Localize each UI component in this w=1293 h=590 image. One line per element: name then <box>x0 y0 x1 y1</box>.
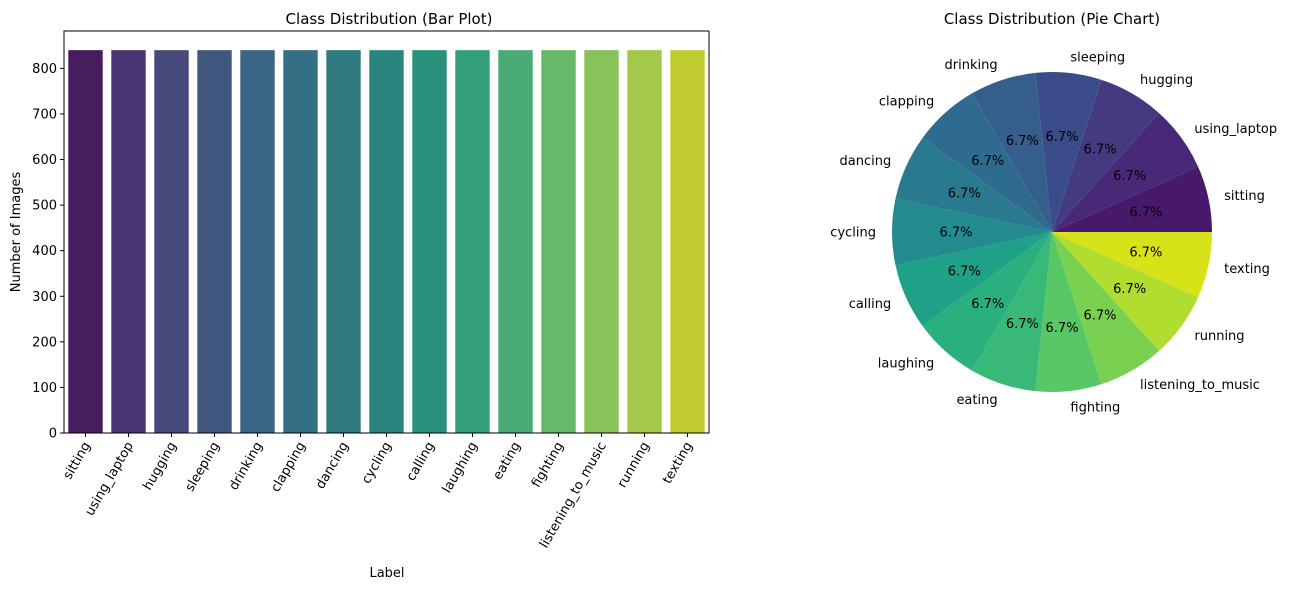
bar-laughing <box>455 50 490 434</box>
pie-slice-listening_to_music <box>1052 232 1160 385</box>
bar-hugging <box>154 50 189 434</box>
bar-marks <box>68 50 705 434</box>
pie-percent-label: 6.7% <box>1129 245 1162 260</box>
pie-category-label: hugging <box>1140 73 1193 88</box>
pie-category-label: dancing <box>839 154 891 169</box>
x-tick-label: cycling <box>359 440 395 487</box>
bar-chart-title: Class Distribution (Bar Plot) <box>286 10 493 28</box>
pie-percent-label: 6.7% <box>1083 142 1116 157</box>
pie-category-label: running <box>1194 329 1244 344</box>
x-tick-label: laughing <box>440 440 481 496</box>
x-tick-label: sleeping <box>183 440 223 495</box>
bar-texting <box>670 50 705 434</box>
pie-percent-labels: 6.7%6.7%6.7%6.7%6.7%6.7%6.7%6.7%6.7%6.7%… <box>939 130 1162 336</box>
x-tick-label: hugging <box>140 440 180 493</box>
bar-cycling <box>369 50 404 434</box>
bar-calling <box>412 50 447 434</box>
bar-chart: Class Distribution (Bar Plot) 0 100 200 300… <box>9 10 710 581</box>
pie-slice-calling <box>895 232 1052 327</box>
x-axis-label: Label <box>369 566 404 581</box>
y-tick-label: 400 <box>32 244 57 259</box>
pie-category-label: cycling <box>830 226 876 241</box>
y-axis-ticks: 0 100 200 300 400 500 600 700 800 <box>32 62 64 442</box>
pie-slice-using_laptop <box>1052 113 1199 232</box>
x-tick-label: calling <box>404 440 438 484</box>
x-tick-label: sitting <box>61 440 94 483</box>
pie-category-label: texting <box>1224 262 1270 277</box>
pie-percent-label: 6.7% <box>1113 282 1146 297</box>
pie-category-label: fighting <box>1070 401 1120 416</box>
pie-percent-label: 6.7% <box>1006 134 1039 149</box>
pie-slice-hugging <box>1052 79 1160 232</box>
y-tick-label: 300 <box>32 290 57 305</box>
pie-percent-label: 6.7% <box>939 226 972 241</box>
bar-clapping <box>283 50 318 434</box>
pie-percent-label: 6.7% <box>1083 309 1116 324</box>
pie-percent-label: 6.7% <box>948 186 981 201</box>
pie-category-label: listening_to_music <box>1140 378 1260 393</box>
x-tick-label: clapping <box>268 440 309 495</box>
pie-percent-label: 6.7% <box>971 297 1004 312</box>
y-tick-label: 200 <box>32 335 57 350</box>
y-tick-label: 700 <box>32 107 57 122</box>
pie-percent-label: 6.7% <box>971 154 1004 169</box>
bar-using_laptop <box>111 50 146 434</box>
pie-slice-sleeping <box>1035 71 1102 232</box>
pie-slice-drinking <box>972 72 1052 232</box>
pie-slice-clapping <box>922 93 1052 232</box>
pie-chart: Class Distribution (Pie Chart) 6.7%6.7%6… <box>830 10 1277 416</box>
pie-slice-eating <box>972 232 1052 392</box>
x-tick-label: dancing <box>313 440 352 492</box>
pie-percent-label: 6.7% <box>948 265 981 280</box>
y-axis-label: Number of Images <box>9 172 24 293</box>
bar-dancing <box>326 50 361 434</box>
pie-percent-label: 6.7% <box>1046 130 1079 145</box>
pie-slice-sitting <box>1052 166 1212 232</box>
y-tick-label: 600 <box>32 153 57 168</box>
pie-category-label: eating <box>956 393 997 408</box>
pie-slice-fighting <box>1035 232 1102 392</box>
bar-sitting <box>68 50 103 434</box>
x-tick-label: fighting <box>529 440 567 491</box>
pie-slice-cycling <box>892 198 1052 266</box>
pie-percent-label: 6.7% <box>1006 317 1039 332</box>
bar-fighting <box>541 50 576 434</box>
pie-percent-label: 6.7% <box>1113 169 1146 184</box>
pie-category-label: calling <box>849 297 891 312</box>
pie-slice-texting <box>1052 232 1212 298</box>
x-tick-label: texting <box>660 440 696 487</box>
x-tick-label: eating <box>490 440 524 483</box>
bar-listening_to_music <box>584 50 619 434</box>
bar-running <box>627 50 662 434</box>
pie-category-label: clapping <box>879 95 934 110</box>
pie-slice-running <box>1052 232 1199 351</box>
pie-percent-label: 6.7% <box>1046 321 1079 336</box>
y-tick-label: 100 <box>32 381 57 396</box>
plot-frame <box>63 30 710 434</box>
pie-category-label: laughing <box>878 356 934 371</box>
pie-percent-label: 6.7% <box>1129 206 1162 221</box>
pie-category-labels: sitting using_laptop hugging sleeping drinki… <box>830 50 1277 415</box>
y-tick-label: 0 <box>49 427 57 442</box>
bar-eating <box>498 50 533 434</box>
y-tick-label: 500 <box>32 199 57 214</box>
pie-chart-title: Class Distribution (Pie Chart) <box>944 10 1160 28</box>
x-tick-label: running <box>615 440 653 491</box>
pie-category-label: sleeping <box>1070 50 1125 65</box>
pie-slices <box>892 71 1212 392</box>
pie-slice-dancing <box>895 137 1052 232</box>
pie-category-label: using_laptop <box>1194 122 1277 137</box>
x-tick-label: drinking <box>226 440 266 493</box>
pie-category-label: sitting <box>1224 189 1265 204</box>
pie-slice-laughing <box>922 232 1052 371</box>
bar-drinking <box>240 50 275 434</box>
pie-category-label: drinking <box>945 58 998 73</box>
bar-sleeping <box>197 50 232 434</box>
y-tick-label: 800 <box>32 62 57 77</box>
